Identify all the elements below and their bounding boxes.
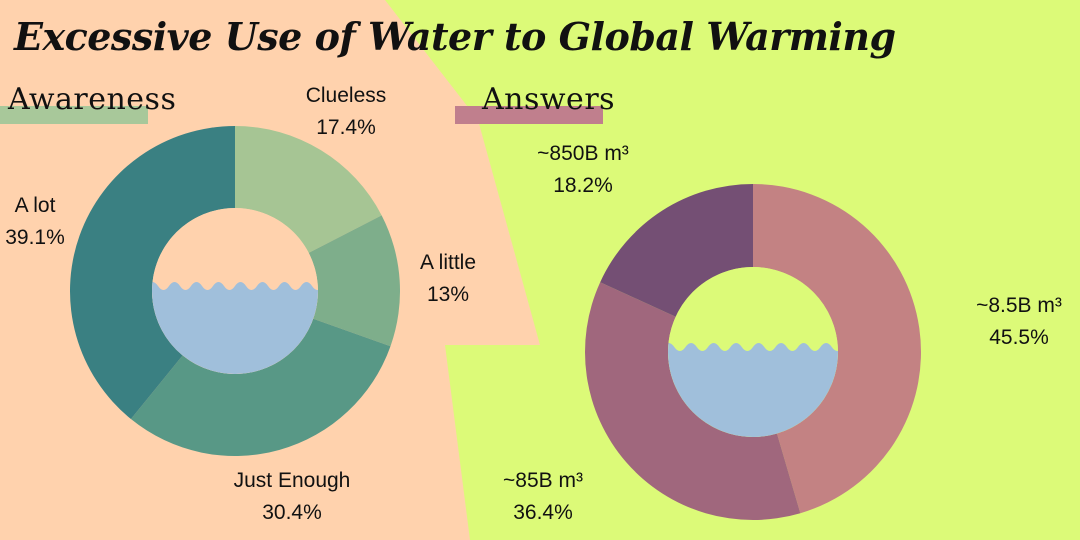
- label-8-5b: ~8.5B m³ 45.5%: [960, 290, 1078, 354]
- donut-slice-85b-m: [585, 282, 801, 520]
- answers-donut-chart: [585, 184, 921, 520]
- label-85b-value: 36.4%: [513, 501, 573, 524]
- label-a-lot-value: 39.1%: [5, 226, 65, 249]
- label-just-enough-value: 30.4%: [262, 501, 322, 524]
- label-a-little: A little 13%: [398, 247, 498, 311]
- label-clueless-name: Clueless: [305, 84, 387, 107]
- donut-slice-850b-m: [600, 184, 753, 317]
- label-8-5b-value: 45.5%: [989, 326, 1049, 349]
- donut-slice-a-little: [308, 215, 400, 347]
- page-title: Excessive Use of Water to Global Warming: [14, 14, 896, 59]
- awareness-underline: [0, 106, 148, 124]
- answers-underline: [455, 106, 603, 124]
- label-85b-name: ~85B m³: [503, 469, 583, 492]
- label-clueless: Clueless 17.4%: [286, 80, 406, 144]
- label-just-enough: Just Enough 30.4%: [212, 465, 372, 529]
- label-a-lot: A lot 39.1%: [0, 190, 70, 254]
- answers-heading: Answers: [482, 82, 616, 117]
- label-850b-name: ~850B m³: [537, 142, 629, 165]
- label-a-little-name: A little: [419, 251, 477, 274]
- label-850b: ~850B m³ 18.2%: [518, 138, 648, 202]
- label-clueless-value: 17.4%: [316, 116, 376, 139]
- label-850b-value: 18.2%: [553, 174, 613, 197]
- awareness-donut-chart: [70, 126, 400, 456]
- label-just-enough-name: Just Enough: [233, 469, 351, 492]
- label-85b: ~85B m³ 36.4%: [484, 465, 602, 529]
- water-wave-icon: [668, 343, 838, 437]
- water-wave-icon: [152, 282, 318, 374]
- label-a-little-value: 13%: [426, 283, 470, 306]
- awareness-heading: Awareness: [8, 82, 177, 117]
- donut-slice-just-enough: [130, 318, 391, 456]
- donut-slice-clueless: [235, 126, 382, 253]
- label-a-lot-name: A lot: [14, 194, 56, 217]
- donut-slice-8-5b-m: [753, 184, 921, 514]
- label-8-5b-name: ~8.5B m³: [976, 294, 1062, 317]
- donut-slice-a-lot: [70, 126, 236, 420]
